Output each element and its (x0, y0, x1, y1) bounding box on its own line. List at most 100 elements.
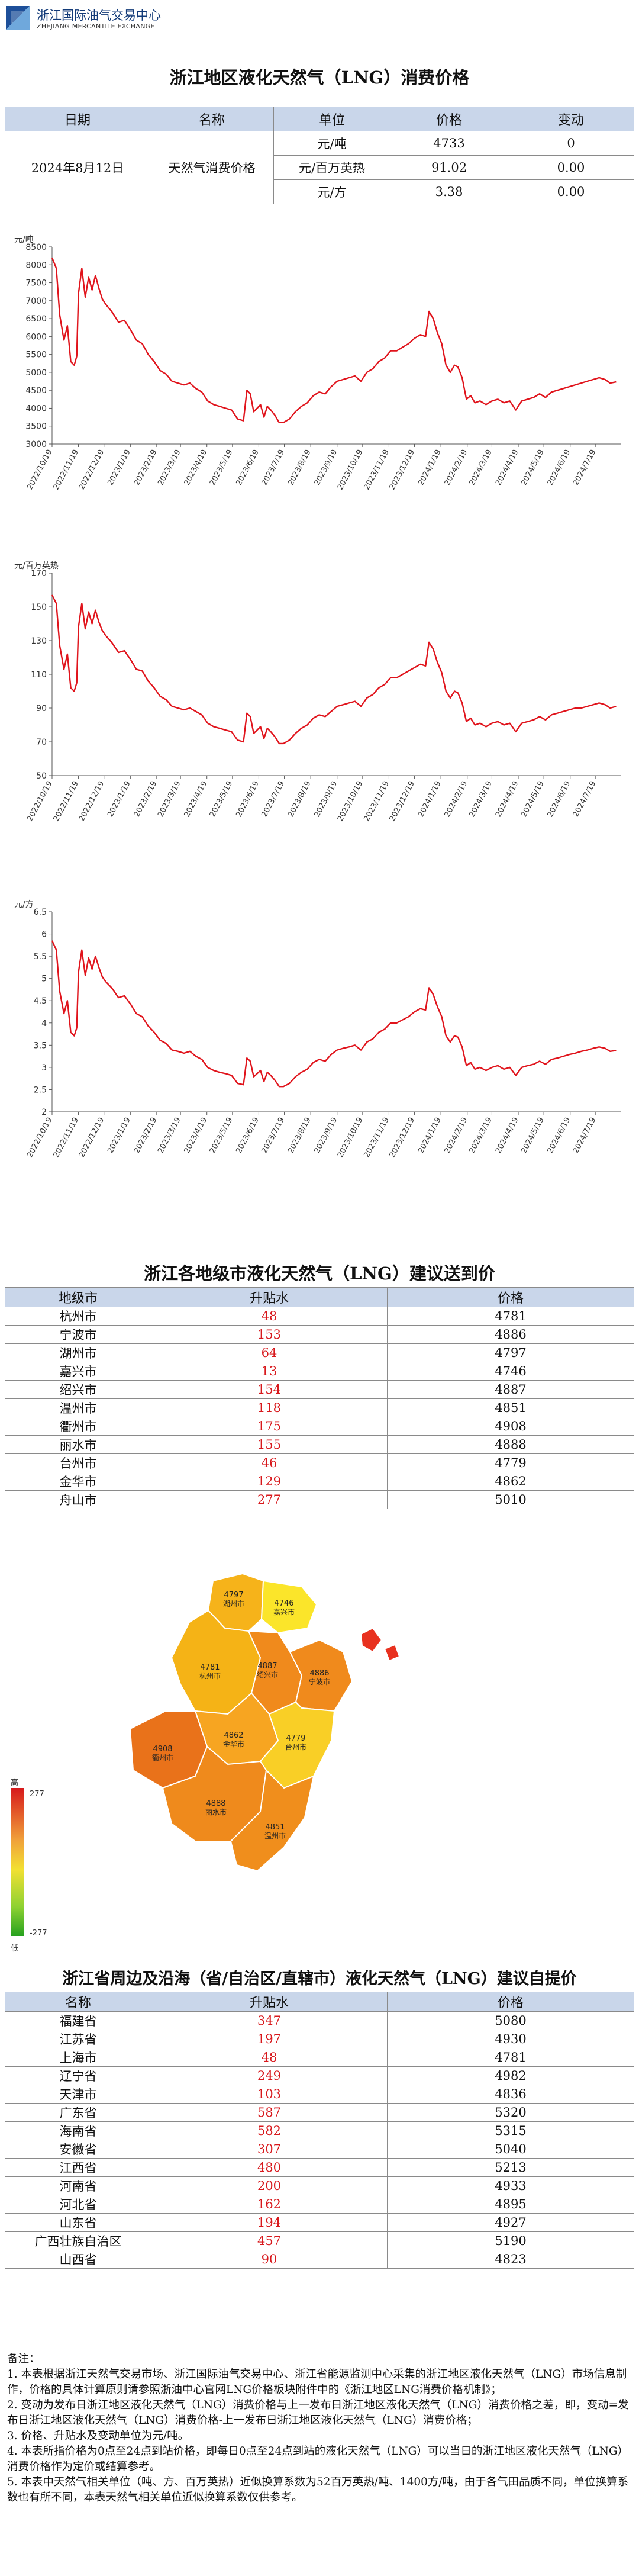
x-tick-label: 2023/12/19 (388, 448, 417, 491)
price-cell: 5190 (387, 2231, 634, 2250)
name-cell: 广西壮族自治区 (5, 2231, 151, 2250)
premium-cell: 118 (151, 1398, 388, 1417)
x-tick-label: 2024/6/19 (546, 448, 573, 487)
x-tick-label: 2023/1/19 (106, 1116, 133, 1155)
name-cell: 福建省 (5, 2011, 151, 2030)
price-series-line (51, 594, 617, 745)
city-price-table: 地级市 升贴水 价格 杭州市 48 4781 宁波市 153 4886 湖州市 64 4797 嘉… (5, 1287, 634, 1509)
x-tick-label: 2024/1/19 (417, 780, 443, 819)
y-tick-label: 8500 (25, 243, 47, 252)
x-tick-label: 2023/6/19 (234, 780, 261, 819)
unit-cell: 元/方 (273, 179, 390, 204)
x-tick-label: 2024/2/19 (443, 448, 470, 487)
x-tick-label: 2022/10/19 (25, 1116, 54, 1159)
table-row: 福建省 347 5080 (5, 2011, 634, 2030)
y-tick-label: 5500 (25, 350, 47, 360)
x-tick-label: 2024/1/19 (417, 1116, 443, 1155)
y-axis-label: 元/吨 (14, 235, 34, 245)
x-tick-label: 2023/11/19 (363, 780, 391, 823)
name-cell: 广东省 (5, 2103, 151, 2122)
map-price-label: 4797 (224, 1591, 243, 1600)
y-tick-label: 110 (31, 670, 47, 680)
price-cell: 4895 (387, 2195, 634, 2214)
org-name-en: ZHEJIANG MERCANTILE EXCHANGE (37, 22, 155, 30)
col-price: 价格 (387, 1287, 634, 1307)
table-header-row: 地级市 升贴水 价格 (5, 1287, 634, 1307)
provincial-price-title: 浙江省周边及沿海（省/自治区/直辖市）液化天然气（LNG）建议自提价 (62, 1970, 577, 1988)
chart-price-per-cubic-meter: 元/方 2 2.5 3 3.5 4 4.5 5 5.5 6 6.5 2022/10/19 2022/11… (0, 888, 639, 1220)
x-tick-label: 2022/10/19 (25, 448, 54, 491)
x-tick-label: 2022/11/19 (52, 780, 80, 823)
name-cell: 辽宁省 (5, 2066, 151, 2085)
map-price-label: 4888 (206, 1799, 225, 1808)
price-cell: 5040 (387, 2140, 634, 2159)
map-region-wenzhou (230, 1768, 315, 1872)
name-cell: 河南省 (5, 2176, 151, 2195)
chart-price-per-ton: 元/吨 3000 3500 4000 4500 5000 5500 6000 6500 7000 7… (0, 234, 639, 545)
x-tick-label: 2024/7/19 (572, 1116, 598, 1155)
x-tick-label: 2024/6/19 (546, 780, 573, 819)
x-tick-label: 2024/1/19 (417, 448, 443, 487)
name-cell: 舟山市 (5, 1490, 151, 1509)
x-tick-label: 2023/4/19 (183, 780, 209, 819)
x-tick-label: 2023/3/19 (156, 1116, 183, 1155)
x-tick-label: 2023/9/19 (313, 448, 340, 487)
price-cell: 4781 (387, 1307, 634, 1326)
price-cell: 5213 (387, 2158, 634, 2177)
y-tick-label: 5 (41, 975, 47, 984)
y-tick-label: 3.5 (34, 1041, 47, 1050)
table-row: 江苏省 197 4930 (5, 2030, 634, 2048)
x-tick-label: 2024/3/19 (467, 780, 494, 819)
table-row: 江西省 480 5213 (5, 2158, 634, 2177)
price-series-line (51, 940, 617, 1088)
col-price: 价格 (387, 1992, 634, 2012)
chart-price-per-mmbtu-svg: 元/百万英热5070901101301501702022/10/192022/1… (14, 561, 621, 823)
price-cell: 4746 (387, 1362, 634, 1381)
change-cell: 0 (508, 131, 634, 156)
table-row: 上海市 48 4781 (5, 2048, 634, 2067)
price-cell: 4733 (390, 131, 508, 156)
name-cell: 衢州市 (5, 1417, 151, 1436)
y-tick-label: 2 (41, 1108, 47, 1117)
col-price: 价格 (390, 107, 508, 131)
x-tick-label: 2024/3/19 (467, 1116, 494, 1155)
price-cell: 4888 (387, 1435, 634, 1454)
x-tick-label: 2023/1/19 (106, 448, 133, 487)
y-axis-label: 元/方 (14, 900, 34, 909)
name-cell: 金华市 (5, 1472, 151, 1491)
premium-cell: 103 (151, 2085, 388, 2104)
y-tick-label: 70 (36, 738, 47, 747)
change-cell: 0.00 (508, 155, 634, 180)
x-tick-label: 2023/5/19 (208, 780, 235, 819)
x-tick-label: 2024/3/19 (467, 448, 494, 487)
table-header-row: 名称 升贴水 价格 (5, 1992, 634, 2012)
x-tick-label: 2022/11/19 (52, 448, 80, 491)
premium-cell: 154 (151, 1380, 388, 1399)
price-cell: 4982 (387, 2066, 634, 2085)
note-item: 2. 变动为发布日浙江地区液化天然气（LNG）消费价格与上一发布日浙江地区液化天… (7, 2399, 629, 2427)
col-date: 日期 (5, 107, 150, 131)
premium-cell: 200 (151, 2176, 388, 2195)
name-cell: 河北省 (5, 2195, 151, 2214)
x-tick-label: 2024/4/19 (494, 1116, 521, 1155)
table-row: 天津市 103 4836 (5, 2085, 634, 2104)
premium-cell: 194 (151, 2213, 388, 2232)
table-row: 海南省 582 5315 (5, 2121, 634, 2140)
name-cell: 天然气消费价格 (150, 131, 274, 204)
y-tick-label: 5.5 (34, 952, 47, 961)
x-tick-label: 2023/2/19 (133, 448, 159, 487)
y-tick-label: 6 (41, 930, 47, 940)
price-cell: 4862 (387, 1472, 634, 1491)
price-cell: 91.02 (390, 155, 508, 180)
x-tick-label: 2023/11/19 (363, 448, 391, 491)
y-tick-label: 6500 (25, 314, 47, 324)
table-row: 杭州市 48 4781 (5, 1307, 634, 1326)
name-cell: 台州市 (5, 1453, 151, 1472)
col-premium: 升贴水 (151, 1992, 388, 2012)
premium-cell: 480 (151, 2158, 388, 2177)
x-tick-label: 2024/7/19 (572, 780, 598, 819)
premium-cell: 162 (151, 2195, 388, 2214)
x-tick-label: 2024/5/19 (519, 448, 546, 487)
x-tick-label: 2023/1/19 (106, 780, 133, 819)
x-tick-label: 2024/6/19 (546, 1116, 573, 1155)
